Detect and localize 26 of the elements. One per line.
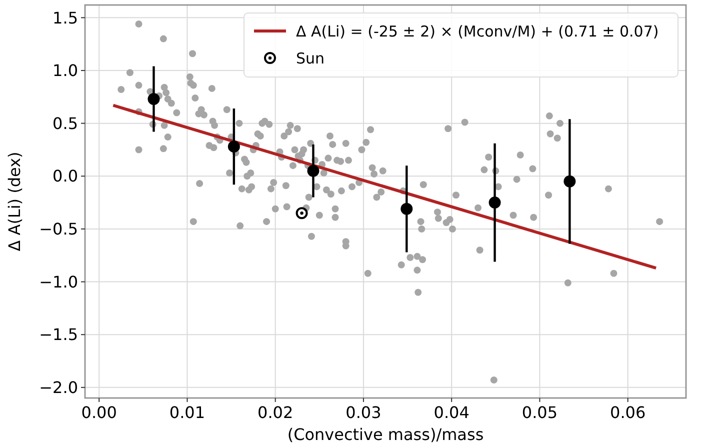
x-tick-label: 0.06 [610,403,646,422]
x-tick-label: 0.05 [522,403,558,422]
x-tick-label: 0.02 [258,403,294,422]
point [488,196,501,209]
point [564,175,576,188]
x-axis-title: (Convective mass)/mass [287,425,484,444]
x-tick-label: 0.01 [169,403,206,422]
y-tick-label: 1.5 [52,8,78,28]
y-tick-label: −1.5 [39,325,78,344]
point [400,202,413,215]
y-axis-title: Δ A(Li) (dex) [5,152,24,252]
y-tick-label: −2.0 [39,378,78,398]
y-tick-label: 0.5 [52,114,78,133]
legend-label: Δ A(Li) = (-25 ± 2) × (Mconv/M) + (0.71 ± 0.07) [296,22,659,40]
y-tick-label: 1.0 [52,61,78,80]
x-tick-label: 0.00 [81,403,117,422]
point [148,93,160,106]
point [228,140,240,153]
point [296,207,308,220]
legend-label: Sun [296,49,325,68]
x-tick-label: 0.04 [434,403,470,422]
y-tick-label: 0.0 [52,166,78,186]
y-tick-label: −0.5 [39,220,78,239]
x-tick-label: 0.03 [346,403,382,422]
y-tick-label: −1.0 [39,272,78,292]
point [307,164,320,177]
